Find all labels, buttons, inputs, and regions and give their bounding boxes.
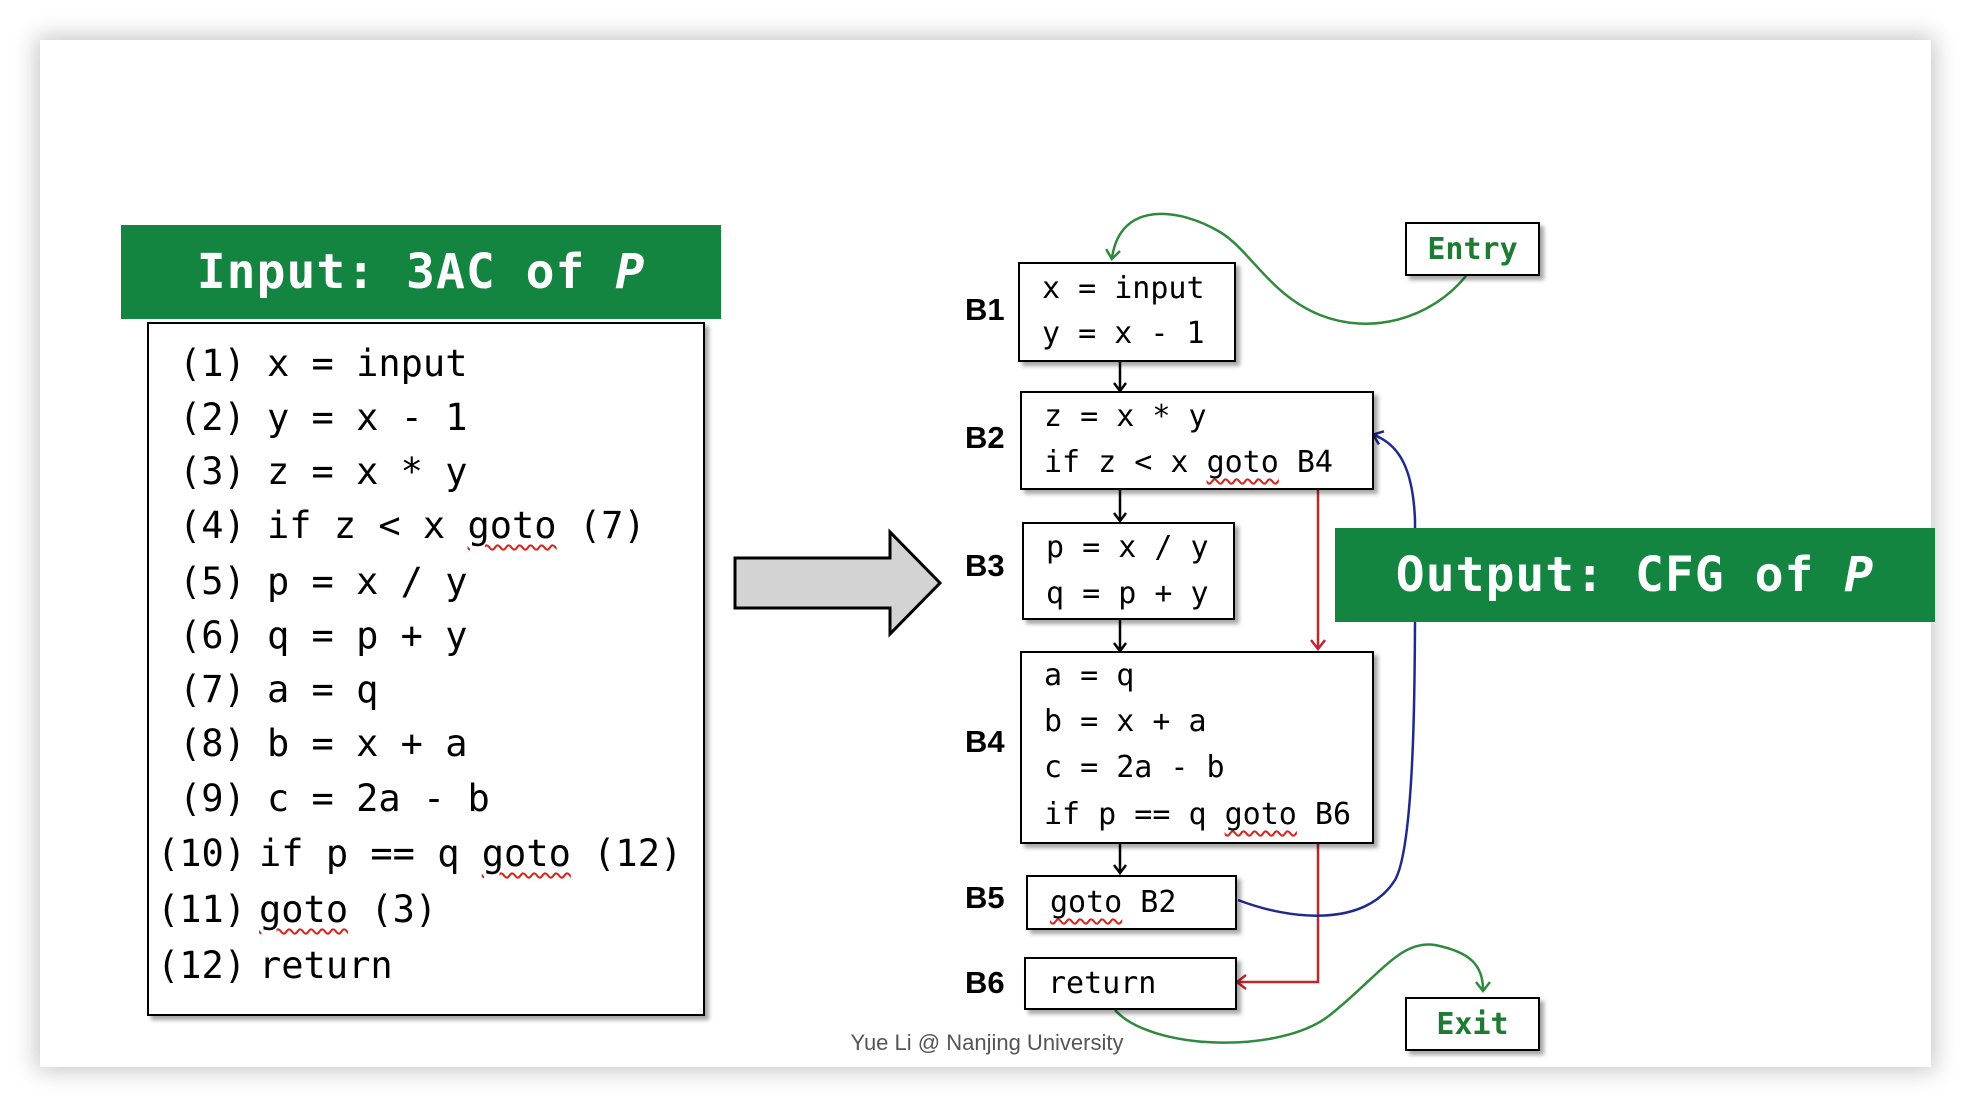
code-line-target: (3) [348,888,438,931]
three-address-code-box: (1) x = input (2) y = x - 1 (3) z = x * y (… [147,322,705,1016]
code-line-number: (3) [179,450,246,493]
basic-block-b3: p = x / y q = p + y [1022,522,1235,620]
code-line-number: (4) [179,504,246,547]
code-line-text: y = x - 1 [267,396,468,439]
block-line: p = x / y [1046,530,1209,565]
block-line-text: c = 2a - b [1044,750,1225,785]
block-line: return [1048,966,1156,1001]
code-line: (8) b = x + a [179,722,467,765]
code-line-number: (12) [157,944,247,987]
code-line-number: (1) [179,342,246,385]
basic-block-b6: return [1024,957,1237,1010]
code-line-number: (10) [157,832,247,875]
code-line-text: p = x / y [267,560,468,603]
block-line-target: B2 [1122,885,1177,920]
basic-block-b4: a = q b = x + a c = 2a - b if p == q got… [1020,651,1374,844]
basic-block-b5: goto B2 [1026,875,1237,930]
block-line-text: if z < x [1044,445,1207,480]
code-line-text: return [259,944,393,987]
code-line-text: a = q [267,668,379,711]
code-line-keyword: goto [259,888,349,931]
code-line: (2) y = x - 1 [179,396,467,439]
block-line: c = 2a - b [1044,750,1225,785]
block-line: if p == q goto B6 [1044,797,1351,832]
code-line: (12) return [157,944,393,987]
block-line-text: z = x * y [1044,399,1207,434]
input-title-banner: Input: 3AC of P [121,225,721,319]
edge-b6-exit [1114,943,1491,1044]
block-label-b1: B1 [965,292,1005,327]
block-line-text: if p == q [1044,797,1225,832]
block-line: x = input [1042,271,1205,306]
block-line-text: p = x / y [1046,530,1209,565]
code-line-text: if z < x [267,504,468,547]
block-line: a = q [1044,658,1134,693]
code-line-target: (12) [570,832,683,875]
block-line: goto B2 [1050,885,1176,920]
code-line-number: (2) [179,396,246,439]
code-line: (6) q = p + y [179,614,467,657]
block-line-text: q = p + y [1046,576,1209,611]
code-line: (7) a = q [179,668,378,711]
code-line-text: c = 2a - b [267,777,490,820]
code-line-number: (11) [157,888,247,931]
edge-b4-b6-jump [1234,844,1320,990]
code-line-text: z = x * y [267,450,468,493]
basic-block-b1: x = input y = x - 1 [1018,262,1236,362]
block-label-b6: B6 [965,965,1005,1000]
output-title-program: P [1844,547,1875,603]
code-line-text: if p == q [259,832,482,875]
code-line-text: b = x + a [267,722,468,765]
block-label-b5: B5 [965,880,1005,915]
block-label-b3: B3 [965,548,1005,583]
block-line-text: x = input [1042,271,1205,306]
output-title-text: Output: CFG of [1395,547,1845,603]
block-line-target: B4 [1278,445,1333,480]
input-title-program: P [615,244,646,300]
output-title-banner: Output: CFG of P [1335,528,1935,622]
block-line-text: y = x - 1 [1042,316,1205,351]
block-line-keyword: goto [1050,885,1123,920]
basic-block-b2: z = x * y if z < x goto B4 [1020,391,1374,490]
block-label-b4: B4 [965,724,1005,759]
exit-node: Exit [1405,997,1540,1051]
edge-entry-b1 [1105,212,1467,325]
code-line: (4) if z < x goto (7) [179,504,646,547]
block-label-b2: B2 [965,420,1005,455]
code-line: (11) goto (3) [157,888,437,931]
code-line: (3) z = x * y [179,450,467,493]
edge-b5-b2-back [1237,430,1417,917]
code-line: (10) if p == q goto (12) [157,832,682,875]
code-line-text: q = p + y [267,614,468,657]
code-line-number: (5) [179,560,246,603]
code-line-number: (7) [179,668,246,711]
entry-node: Entry [1405,222,1540,276]
block-line-text: return [1048,966,1157,1001]
code-line: (9) c = 2a - b [179,777,490,820]
code-line-text: x = input [267,342,468,385]
code-line: (5) p = x / y [179,560,467,603]
code-line-keyword: goto [467,504,557,547]
input-title-text: Input: 3AC of [196,244,616,300]
code-line-number: (8) [179,722,246,765]
block-line-text: b = x + a [1044,704,1207,739]
slide-footer: Yue Li @ Nanjing University [850,1030,1124,1055]
block-line: q = p + y [1046,576,1209,611]
block-line: if z < x goto B4 [1044,445,1333,480]
block-line-target: B6 [1296,797,1352,832]
code-line-number: (9) [179,777,246,820]
code-line-target: (7) [556,504,646,547]
block-line: b = x + a [1044,704,1207,739]
block-line-text: a = q [1044,658,1135,693]
block-line-keyword: goto [1224,797,1297,832]
transform-arrow [733,528,943,638]
block-line: z = x * y [1044,399,1207,434]
code-line: (1) x = input [179,342,467,385]
code-line-number: (6) [179,614,246,657]
code-line-keyword: goto [481,832,571,875]
block-line: y = x - 1 [1042,316,1205,351]
block-line-keyword: goto [1206,445,1279,480]
